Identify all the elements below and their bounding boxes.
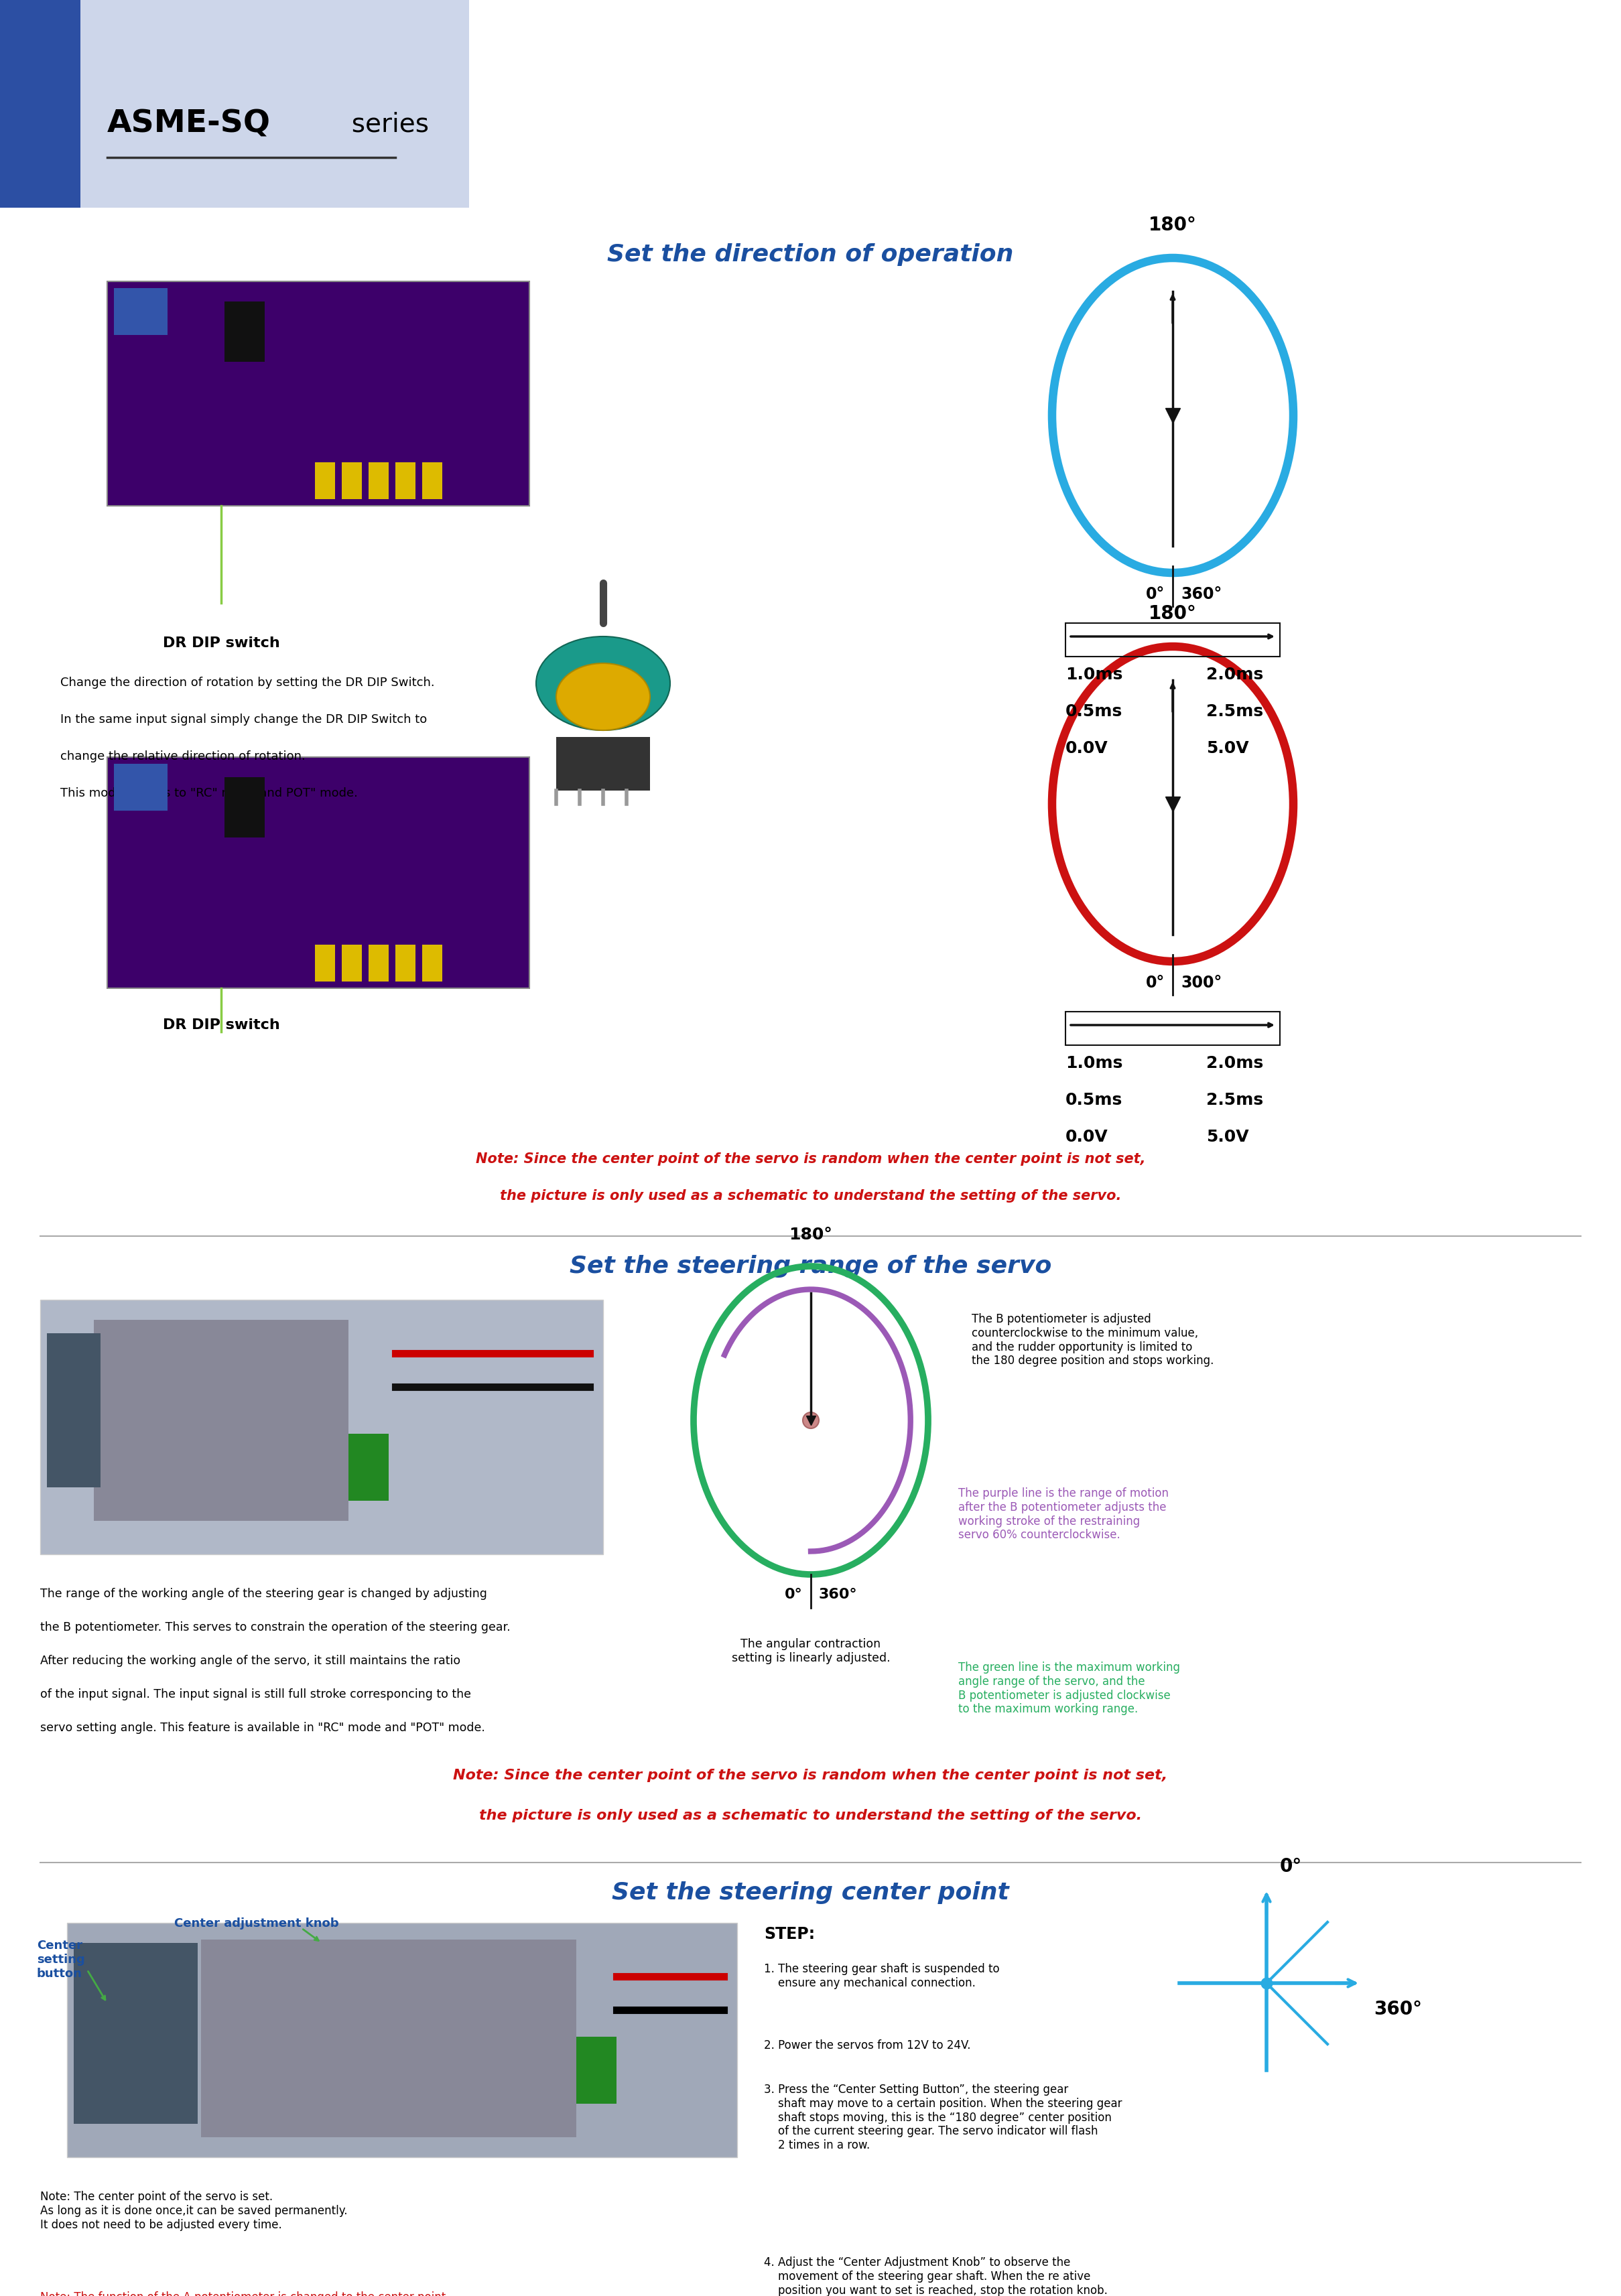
Text: the picture is only used as a schematic to understand the setting of the servo.: the picture is only used as a schematic …: [480, 1809, 1141, 1823]
Text: Change the direction of rotation by setting the DR DIP Switch.: Change the direction of rotation by sett…: [60, 677, 434, 689]
Bar: [349, 1433, 389, 1502]
Bar: [314, 944, 336, 980]
Text: 360°: 360°: [819, 1589, 858, 1600]
Text: Set the steering center point: Set the steering center point: [611, 1880, 1010, 1903]
Text: 0°: 0°: [1281, 1857, 1302, 1876]
Text: of the input signal. The input signal is still full stroke corresponcing to the: of the input signal. The input signal is…: [41, 1688, 472, 1701]
Bar: [314, 461, 336, 498]
Bar: [396, 461, 415, 498]
Bar: [1065, 1013, 1281, 1045]
Text: 0.0V: 0.0V: [1065, 739, 1109, 755]
Text: Set the direction of operation: Set the direction of operation: [608, 243, 1013, 266]
Bar: [0, 0, 468, 207]
Text: series: series: [336, 110, 430, 138]
Text: 180°: 180°: [1149, 604, 1196, 622]
Text: Note: The center point of the servo is set.
As long as it is done once,it can be: Note: The center point of the servo is s…: [41, 2190, 347, 2232]
Text: Note: Since the center point of the servo is random when the center point is not: Note: Since the center point of the serv…: [454, 1768, 1167, 1782]
Text: 0°: 0°: [785, 1589, 802, 1600]
Text: In the same input signal simply change the DR DIP Switch to: In the same input signal simply change t…: [60, 714, 426, 726]
Text: 2. Power the servos from 12V to 24V.: 2. Power the servos from 12V to 24V.: [763, 2039, 971, 2050]
Ellipse shape: [556, 664, 650, 730]
Bar: [577, 2037, 616, 2103]
Ellipse shape: [537, 636, 669, 730]
Text: DR DIP switch: DR DIP switch: [162, 1019, 280, 1031]
FancyBboxPatch shape: [41, 1300, 603, 1554]
Text: This mode applies to "RC" mode and POT" mode.: This mode applies to "RC" mode and POT" …: [60, 788, 358, 799]
Text: change the relative direction of rotation.: change the relative direction of rotatio…: [60, 751, 305, 762]
Text: 0°: 0°: [1146, 976, 1164, 992]
Bar: [201, 1940, 577, 2138]
Bar: [113, 287, 167, 335]
Text: ASME-SQ: ASME-SQ: [107, 108, 271, 140]
Bar: [368, 461, 389, 498]
Text: 2.0ms: 2.0ms: [1206, 666, 1263, 682]
Circle shape: [802, 1412, 819, 1428]
Bar: [342, 944, 361, 980]
Bar: [0, 0, 81, 207]
Text: 0.5ms: 0.5ms: [1065, 703, 1123, 719]
Text: Note: Since the center point of the servo is random when the center point is not: Note: Since the center point of the serv…: [475, 1153, 1146, 1166]
Text: 2.0ms: 2.0ms: [1206, 1056, 1263, 1072]
Text: the picture is only used as a schematic to understand the setting of the servo.: the picture is only used as a schematic …: [499, 1189, 1122, 1203]
Bar: [94, 1320, 349, 1520]
FancyBboxPatch shape: [107, 282, 530, 505]
Text: the B potentiometer. This serves to constrain the operation of the steering gear: the B potentiometer. This serves to cons…: [41, 1621, 511, 1632]
Text: 1.0ms: 1.0ms: [1065, 1056, 1123, 1072]
Bar: [1065, 622, 1281, 657]
Text: 3. Press the “Center Setting Button”, the steering gear
    shaft may move to a : 3. Press the “Center Setting Button”, th…: [763, 2082, 1122, 2151]
Bar: [421, 461, 443, 498]
Text: STEP:: STEP:: [763, 1926, 815, 1942]
Text: Note: The function of the A potentiometer is changed to the center point
adjustm: Note: The function of the A potentiomete…: [41, 2291, 446, 2296]
Bar: [368, 944, 389, 980]
FancyBboxPatch shape: [107, 758, 530, 987]
Text: servo setting angle. This feature is available in "RC" mode and "POT" mode.: servo setting angle. This feature is ava…: [41, 1722, 485, 1733]
Bar: [224, 776, 264, 838]
Text: Center adjustment knob: Center adjustment knob: [173, 1917, 339, 1929]
Bar: [47, 1334, 101, 1488]
Text: Center
setting
button: Center setting button: [37, 1940, 84, 1979]
Text: 0°: 0°: [1146, 585, 1164, 602]
Text: 2.5ms: 2.5ms: [1206, 703, 1263, 719]
Bar: [421, 944, 443, 980]
Text: 300°: 300°: [1180, 976, 1222, 992]
Text: 0.5ms: 0.5ms: [1065, 1093, 1123, 1109]
Bar: [113, 765, 167, 810]
Text: 360°: 360°: [1373, 2000, 1422, 2018]
Bar: [556, 737, 650, 790]
Text: DR DIP switch: DR DIP switch: [162, 636, 280, 650]
Text: The green line is the maximum working
angle range of the servo, and the
B potent: The green line is the maximum working an…: [958, 1662, 1180, 1715]
Text: 4. Adjust the “Center Adjustment Knob” to observe the
    movement of the steeri: 4. Adjust the “Center Adjustment Knob” t…: [763, 2257, 1107, 2296]
Text: 1. The steering gear shaft is suspended to
    ensure any mechanical connection.: 1. The steering gear shaft is suspended …: [763, 1963, 1000, 1988]
FancyBboxPatch shape: [66, 1922, 738, 2158]
Text: 0.0V: 0.0V: [1065, 1130, 1109, 1146]
Bar: [342, 461, 361, 498]
Bar: [224, 301, 264, 363]
Text: The range of the working angle of the steering gear is changed by adjusting: The range of the working angle of the st…: [41, 1589, 486, 1600]
Text: 5.0V: 5.0V: [1206, 1130, 1248, 1146]
Text: The B potentiometer is adjusted
counterclockwise to the minimum value,
and the r: The B potentiometer is adjusted counterc…: [971, 1313, 1214, 1366]
Text: 5.0V: 5.0V: [1206, 739, 1248, 755]
Text: 180°: 180°: [789, 1226, 833, 1242]
Text: 360°: 360°: [1180, 585, 1222, 602]
Text: 180°: 180°: [1149, 216, 1196, 234]
Text: Set the steering range of the servo: Set the steering range of the servo: [569, 1256, 1052, 1277]
Text: 2.5ms: 2.5ms: [1206, 1093, 1263, 1109]
Text: After reducing the working angle of the servo, it still maintains the ratio: After reducing the working angle of the …: [41, 1655, 460, 1667]
Text: 1.0ms: 1.0ms: [1065, 666, 1123, 682]
Bar: [396, 944, 415, 980]
Bar: [73, 1942, 198, 2124]
Text: The purple line is the range of motion
after the B potentiometer adjusts the
wor: The purple line is the range of motion a…: [958, 1488, 1169, 1541]
Text: The angular contraction
setting is linearly adjusted.: The angular contraction setting is linea…: [731, 1637, 890, 1665]
